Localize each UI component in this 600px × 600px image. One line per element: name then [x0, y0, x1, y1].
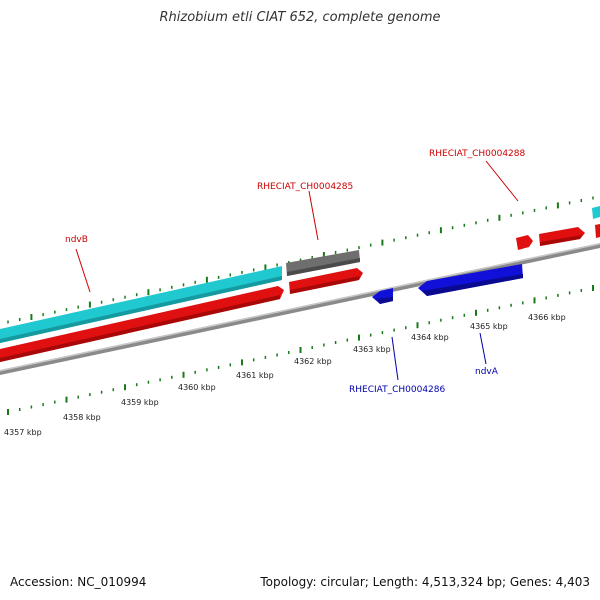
- tick-row-upper: [7, 196, 594, 324]
- kbp-label: 4362 kbp: [294, 357, 332, 366]
- cds-cyan-ndvB[interactable]: [0, 266, 282, 343]
- kbp-label: 4363 kbp: [353, 345, 391, 354]
- gene-rheciat4288[interactable]: [516, 235, 533, 250]
- label-ndvB[interactable]: ndvB: [65, 235, 88, 245]
- leader-line-ndvA: [479, 332, 487, 365]
- map-title: Rhizobium etli CIAT 652, complete genome: [159, 10, 441, 25]
- label-rheciat4286[interactable]: RHECIAT_CH0004286: [349, 385, 446, 395]
- kbp-label: 4360 kbp: [178, 383, 216, 392]
- label-rheciat4285[interactable]: RHECIAT_CH0004285: [257, 182, 353, 192]
- genome-summary-text: Topology: circular; Length: 4,513,324 bp…: [260, 575, 590, 589]
- cds-cyan-edge[interactable]: [592, 206, 600, 219]
- gene-ndvA[interactable]: [418, 264, 523, 296]
- label-ndvA[interactable]: ndvA: [475, 367, 499, 377]
- gene-forward-right[interactable]: [539, 227, 585, 246]
- leader-line-ndvB: [75, 248, 91, 293]
- gene-ndvB[interactable]: [0, 286, 284, 362]
- tick-row-lower: [7, 285, 594, 415]
- kbp-label: 4359 kbp: [121, 398, 159, 407]
- gene-forward-edge[interactable]: [595, 224, 600, 238]
- gene-rheciat4286[interactable]: [372, 288, 393, 304]
- accession-text: Accession: NC_010994: [10, 575, 147, 589]
- leader-line-rheciat4288: [485, 160, 519, 202]
- kbp-label: 4366 kbp: [528, 313, 566, 322]
- kbp-label: 4361 kbp: [236, 371, 274, 380]
- kbp-label: 4357 kbp: [4, 428, 42, 437]
- leader-line-rheciat4285: [308, 190, 319, 241]
- gene-pseudo-rheciat4285[interactable]: [286, 250, 360, 276]
- kbp-label: 4358 kbp: [63, 413, 101, 422]
- kbp-labels: 4357 kbp 4358 kbp 4359 kbp 4360 kbp 4361…: [4, 313, 566, 437]
- gene-rheciat4285[interactable]: [289, 268, 363, 294]
- label-rheciat4288[interactable]: RHECIAT_CH0004288: [429, 149, 526, 159]
- genome-backbone-highlight: [0, 243, 600, 372]
- leader-line-rheciat4286: [391, 336, 399, 381]
- kbp-label: 4365 kbp: [470, 322, 508, 331]
- kbp-label: 4364 kbp: [411, 333, 449, 342]
